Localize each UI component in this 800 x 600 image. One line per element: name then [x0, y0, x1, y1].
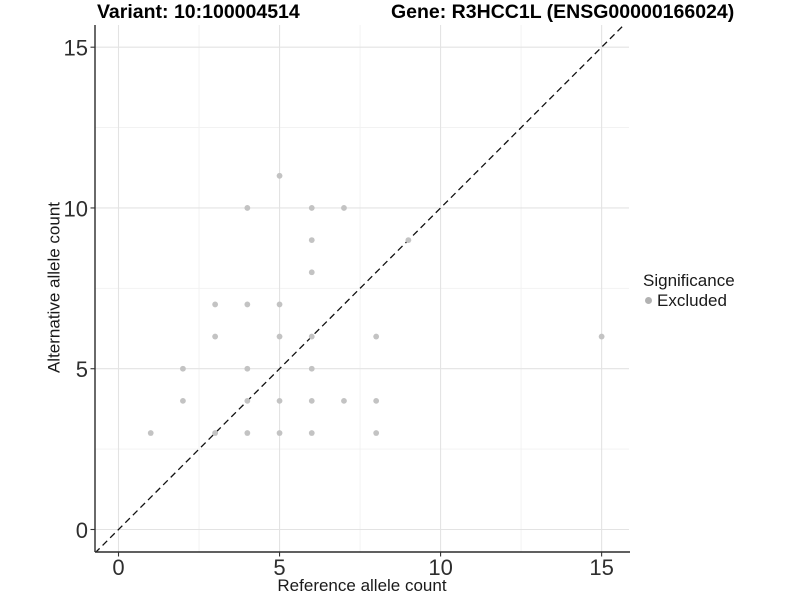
- legend-title: Significance: [643, 271, 735, 290]
- data-point: [276, 333, 283, 340]
- data-point: [341, 205, 347, 211]
- data-point: [308, 365, 315, 372]
- data-point: [147, 430, 154, 436]
- data-point: [276, 172, 283, 179]
- data-point: [212, 301, 219, 308]
- data-point: [244, 205, 251, 211]
- x-tick-label: 5: [273, 555, 285, 580]
- data-point: [308, 333, 315, 340]
- plot-title-variant: Variant: 10:100004514: [97, 1, 300, 23]
- excluded-point-icon: [644, 297, 652, 304]
- x-tick-label: 10: [428, 555, 452, 580]
- plot-title-gene: Gene: R3HCC1L (ENSG00000166024): [391, 1, 735, 23]
- data-point: [308, 237, 315, 244]
- data-point: [180, 397, 186, 404]
- data-point: [373, 333, 380, 340]
- legend-item-label: Excluded: [657, 290, 727, 310]
- data-point: [373, 397, 380, 404]
- y-tick-label: 0: [76, 518, 88, 543]
- data-point: [276, 301, 283, 308]
- y-axis-title: Alternative allele count: [44, 201, 64, 374]
- data-point: [373, 430, 380, 436]
- legend-item-excluded: Excluded: [639, 291, 797, 310]
- data-point: [212, 333, 219, 340]
- data-point: [341, 397, 347, 404]
- legend-key: [639, 292, 657, 310]
- data-point: [405, 237, 412, 244]
- x-axis-title: Reference allele count: [277, 576, 447, 595]
- data-point: [308, 397, 315, 404]
- x-tick-label: 15: [589, 555, 613, 580]
- data-point: [244, 430, 251, 436]
- data-point: [244, 397, 251, 404]
- data-point: [244, 301, 251, 308]
- y-tick-label: 10: [64, 196, 88, 221]
- y-tick-label: 5: [76, 357, 88, 382]
- data-point: [598, 333, 605, 340]
- data-point: [276, 397, 283, 404]
- data-point: [308, 430, 315, 436]
- data-point: [308, 205, 315, 211]
- data-point: [276, 430, 283, 436]
- data-point: [212, 430, 219, 436]
- data-point: [180, 365, 186, 372]
- y-tick-label: 15: [64, 36, 88, 61]
- identity-line: [95, 25, 625, 552]
- legend: Significance Excluded: [639, 270, 797, 310]
- data-point: [244, 365, 251, 372]
- data-point: [308, 269, 315, 276]
- x-tick-label: 0: [112, 555, 124, 580]
